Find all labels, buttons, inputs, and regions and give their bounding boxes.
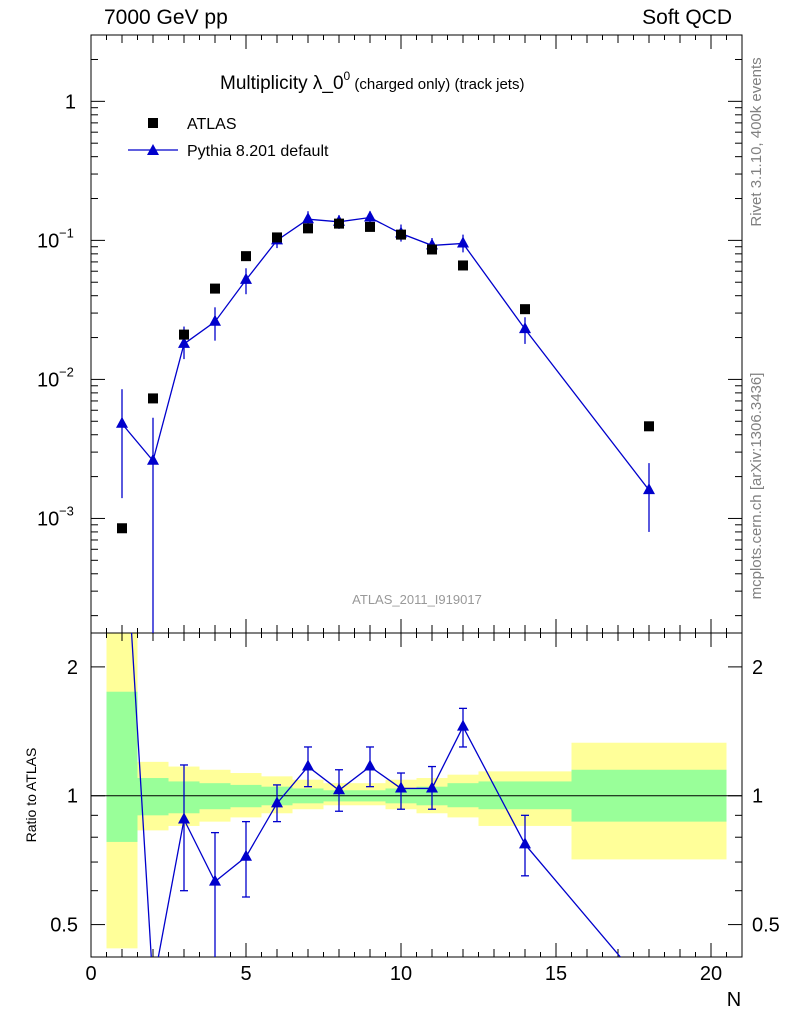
x-tick-label: 15 bbox=[545, 963, 567, 985]
y-tick-label: 10 bbox=[37, 508, 59, 530]
legend-marker-atlas bbox=[148, 118, 158, 128]
atlas-point bbox=[427, 244, 437, 255]
ratio-y-tick-label-right: 0.5 bbox=[752, 915, 780, 937]
x-tick-label: 0 bbox=[85, 963, 96, 985]
ratio-point bbox=[178, 812, 190, 824]
pythia-point bbox=[302, 212, 314, 224]
atlas-point bbox=[179, 329, 189, 340]
ratio-point bbox=[147, 979, 159, 990]
legend-label-pythia: Pythia 8.201 default bbox=[187, 143, 329, 160]
y-tick-exponent: −1 bbox=[59, 225, 74, 240]
ratio-point bbox=[519, 837, 531, 849]
header-right-label: Soft QCD bbox=[642, 6, 732, 29]
header-left-label: 7000 GeV pp bbox=[104, 6, 228, 29]
y-tick-label: 10 bbox=[37, 230, 59, 252]
ratio-uncertainty-bands bbox=[106, 633, 727, 949]
atlas-point bbox=[365, 221, 375, 232]
legend: ATLAS Pythia 8.201 default bbox=[128, 116, 329, 160]
pythia-point bbox=[147, 453, 159, 465]
atlas-point bbox=[241, 251, 251, 262]
axis-ticks bbox=[90, 34, 743, 957]
x-axis-label: N bbox=[727, 989, 741, 1011]
ratio-point bbox=[364, 759, 376, 771]
pythia-point bbox=[643, 483, 655, 495]
atlas-point bbox=[303, 223, 313, 234]
ratio-point bbox=[643, 984, 655, 995]
chart-title: Multiplicity λ_00 (charged only) (track … bbox=[220, 69, 524, 94]
ratio-y-axis-label: Ratio to ATLAS bbox=[23, 748, 39, 843]
atlas-point bbox=[520, 304, 530, 315]
y-tick-label: 1 bbox=[65, 91, 76, 113]
y-tick-exponent: −2 bbox=[59, 364, 74, 379]
atlas-point bbox=[396, 229, 406, 240]
ratio-point bbox=[240, 849, 252, 861]
atlas-point bbox=[210, 283, 220, 294]
ratio-y-tick-label: 1 bbox=[67, 786, 78, 808]
mcplots-reference-label: mcplots.cern.ch [arXiv:1306.3436] bbox=[748, 373, 765, 600]
ratio-point bbox=[426, 781, 438, 793]
ratio-y-tick-label-right: 1 bbox=[752, 786, 763, 808]
ratio-y-tick-label: 2 bbox=[67, 657, 78, 679]
atlas-point bbox=[458, 260, 468, 271]
analysis-watermark: ATLAS_2011_I919017 bbox=[352, 592, 482, 607]
ratio-point bbox=[302, 759, 314, 771]
legend-marker-pythia bbox=[147, 144, 159, 155]
pythia-point bbox=[116, 416, 128, 428]
atlas-point bbox=[272, 232, 282, 243]
inner-band bbox=[447, 783, 479, 808]
ratio-point bbox=[209, 874, 221, 886]
pythia-line bbox=[121, 216, 650, 491]
x-tick-label: 5 bbox=[240, 963, 251, 985]
x-tick-label: 10 bbox=[390, 963, 412, 985]
ratio-point bbox=[457, 719, 469, 731]
y-tick-label: 10 bbox=[37, 369, 59, 391]
ratio-point bbox=[395, 781, 407, 793]
atlas-point bbox=[117, 523, 127, 534]
pythia-point bbox=[209, 314, 221, 326]
ratio-line bbox=[130, 633, 622, 957]
ratio-y-tick-label-right: 2 bbox=[752, 657, 763, 679]
x-tick-label: 20 bbox=[700, 963, 722, 985]
pythia-point bbox=[178, 336, 190, 348]
pythia-point bbox=[240, 272, 252, 284]
legend-label-atlas: ATLAS bbox=[187, 116, 237, 133]
pythia-point bbox=[519, 322, 531, 334]
pythia-point bbox=[457, 236, 469, 248]
pythia-point bbox=[364, 210, 376, 222]
rivet-version-label: Rivet 3.1.10, 400k events bbox=[748, 57, 765, 226]
main-panel-data bbox=[116, 210, 655, 633]
ratio-point bbox=[333, 783, 345, 795]
ratio-y-tick-label: 0.5 bbox=[50, 915, 78, 937]
atlas-point bbox=[644, 421, 654, 432]
inner-band bbox=[106, 691, 138, 842]
ratio-point bbox=[271, 796, 283, 808]
atlas-point bbox=[334, 218, 344, 229]
y-tick-exponent: −3 bbox=[59, 503, 74, 518]
atlas-point bbox=[148, 393, 158, 404]
ratio-panel-data bbox=[130, 633, 655, 995]
